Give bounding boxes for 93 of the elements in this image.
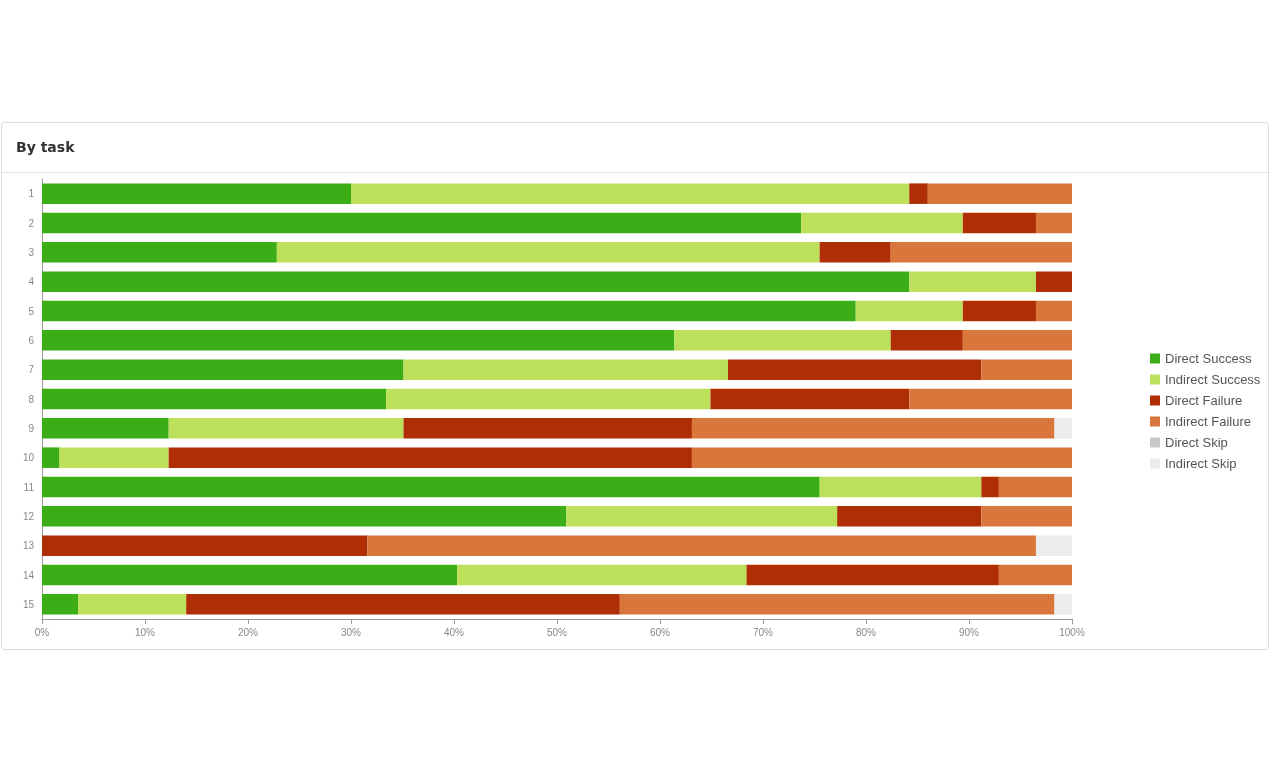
x-tick-label: 0% [34, 626, 50, 638]
chart-title: By task [2, 123, 1268, 173]
bar [42, 271, 910, 292]
bar [1054, 594, 1072, 615]
x-tick-label: 100% [1059, 626, 1085, 638]
x-tick-label: 20% [237, 626, 259, 638]
y-tick-label: 15 [22, 598, 35, 610]
x-tick-label: 30% [340, 626, 362, 638]
bar [1035, 535, 1072, 556]
bar [42, 535, 368, 556]
bar [927, 183, 1072, 204]
bar [42, 564, 458, 586]
bar [801, 212, 963, 234]
bar [1035, 271, 1072, 292]
y-tick-label: 13 [22, 540, 35, 552]
y-tick-label: 6 [28, 334, 35, 346]
bar [998, 476, 1072, 498]
bar [42, 506, 567, 527]
bar [981, 506, 1072, 527]
bar [42, 242, 277, 263]
bar [855, 300, 963, 322]
x-tick-label: 50% [546, 626, 568, 638]
bar [819, 476, 982, 498]
y-tick-label: 14 [22, 569, 35, 581]
legend-label: Indirect Failure [1165, 414, 1251, 429]
bar [1035, 300, 1072, 322]
bar [42, 300, 856, 322]
bar [746, 564, 999, 586]
x-tick-label: 40% [443, 626, 465, 638]
y-tick-label: 7 [28, 364, 35, 376]
y-tick-label: 5 [28, 305, 35, 317]
bar [403, 418, 692, 439]
bar [42, 388, 387, 410]
bar [276, 242, 820, 263]
bar [42, 359, 404, 380]
bar [566, 506, 838, 527]
x-tick-label: 80% [855, 626, 877, 638]
y-tick-label: 8 [28, 393, 35, 405]
bar [981, 359, 1072, 380]
y-tick-label: 11 [23, 481, 35, 493]
x-tick-label: 90% [958, 626, 980, 638]
bar [962, 330, 1072, 351]
bar [168, 447, 692, 468]
bar [710, 388, 910, 410]
bar [962, 212, 1036, 234]
bar [59, 447, 169, 468]
y-tick-label: 3 [28, 246, 35, 258]
bar [78, 594, 187, 615]
legend-label: Indirect Skip [1165, 456, 1237, 471]
x-tick-label: 70% [752, 626, 774, 638]
legend-label: Direct Success [1165, 351, 1253, 366]
legend-label: Direct Skip [1165, 435, 1228, 450]
bar [42, 447, 60, 468]
y-tick-label: 12 [22, 510, 35, 522]
bar [962, 300, 1036, 322]
bar [890, 330, 963, 351]
bar [909, 388, 1072, 410]
legend-label: Indirect Success [1165, 372, 1261, 387]
bar [909, 271, 1036, 292]
bar [42, 476, 820, 498]
bar [909, 183, 928, 204]
bar [42, 418, 169, 439]
bar [1035, 212, 1072, 234]
bar [367, 535, 1036, 556]
bar [837, 506, 982, 527]
y-tick-label: 2 [28, 217, 35, 229]
bar [674, 330, 891, 351]
bar [691, 418, 1055, 439]
y-tick-label: 10 [22, 452, 35, 464]
legend-label: Direct Failure [1165, 393, 1243, 408]
bar [619, 594, 1055, 615]
bar [186, 594, 620, 615]
bar [42, 212, 802, 234]
bar [351, 183, 910, 204]
bar [691, 447, 1072, 468]
bar [386, 388, 711, 410]
bar [403, 359, 728, 380]
bar [42, 183, 351, 204]
bar [42, 594, 79, 615]
bar [981, 476, 999, 498]
y-tick-label: 9 [28, 422, 35, 434]
bar [457, 564, 747, 586]
y-tick-label: 1 [28, 188, 35, 200]
bar [1054, 418, 1072, 439]
bar [819, 242, 891, 263]
bar [998, 564, 1072, 586]
bar [727, 359, 982, 380]
bar [168, 418, 404, 439]
bar [42, 330, 675, 351]
x-tick-label: 60% [649, 626, 671, 638]
x-tick-label: 10% [134, 626, 156, 638]
bar [890, 242, 1072, 263]
y-tick-label: 4 [28, 276, 35, 288]
